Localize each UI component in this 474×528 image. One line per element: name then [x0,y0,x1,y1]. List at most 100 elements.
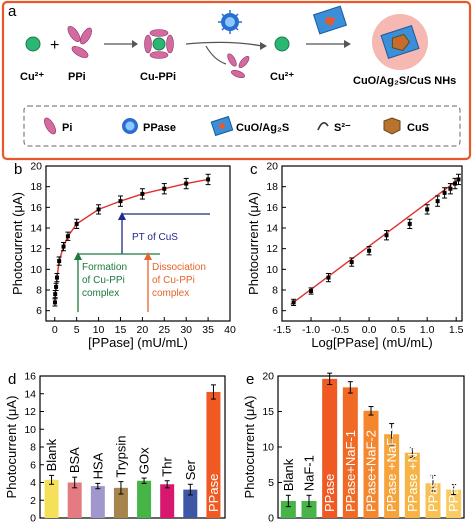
bar [90,486,105,518]
legend-sulfide: S²⁻ [317,122,351,134]
x-tick-label: -0.5 [331,324,349,336]
x-tick-label: 1.0 [420,324,435,336]
cuo-ag2s-nanosheet-icon [312,5,348,35]
x-tick-label: 0 [52,324,58,336]
bar [301,500,317,518]
category-label: PPase +NaF-3 [384,426,399,512]
formation-annotation-3: complex [82,288,119,299]
y-tick-label: 12 [30,243,42,255]
cuo-ag2s-cus-product-icon [372,14,428,70]
x-tick-label: 0.5 [391,324,406,336]
data-point [407,221,412,226]
data-point [425,207,430,212]
bar [113,487,128,518]
y-tick-label: 14 [24,388,36,400]
data-point [367,248,372,253]
panel-label: b [14,161,22,178]
y-axis-label: Photocurrent (μA) [246,192,261,295]
y-tick-label: 10 [262,442,274,454]
y-axis-label: Photocurrent (μA) [242,396,257,499]
chart-panel-d: 0 2 4 6 8 10 12 14 16 Photocurrent (μA) d Blank BSA H… [4,371,226,525]
data-point [118,199,123,204]
x-tick-label: 0.0 [362,324,377,336]
category-label: Blank [44,438,59,471]
svg-text:CuO/Ag₂S: CuO/Ag₂S [236,122,289,134]
bar [280,500,296,518]
formation-annotation-2: of Cu-PPi [82,275,125,286]
y-tick-label: 6 [30,459,36,471]
bar [137,480,152,518]
svg-text:S²⁻: S²⁻ [334,122,351,134]
panel-label: e [246,371,254,388]
released-pi-icon [227,53,250,78]
schematic-panel: a Cu²⁺ + PPi Cu-PPi [1,0,472,161]
schematic-border [1,0,472,161]
x-tick-label: -1.5 [273,324,291,336]
y-axis-label: Photocurrent (μA) [10,192,25,295]
y-tick-label: 18 [30,181,42,193]
dissociation-arrow-head [144,252,152,260]
data-point [326,275,331,280]
y-tick-label: 10 [266,264,278,276]
ppi-icon [67,25,92,58]
chart-panel-c: 6 8 10 12 14 16 18 20 -1.5 -1.0 -0.5 0.0 0.5 1.0 1.5 Ph… [246,161,464,351]
data-point [162,186,167,191]
data-point [54,284,59,289]
chart-panel-b: 6 8 10 12 14 16 18 20 0 5 10 15 20 25 30 35 40 Photocurre… [10,161,236,351]
category-label: HSA [90,452,105,479]
bar [342,387,358,518]
y-tick-label: 8 [36,285,42,297]
y-tick-label: 20 [262,371,274,383]
data-point [57,259,62,264]
ppase-enzyme-icon [218,10,242,34]
y-tick-label: 20 [266,161,278,173]
bar [425,483,441,518]
bar [446,489,462,518]
pt-annotation: PT of CuS [132,232,178,243]
category-label: PPase+NaF-2 [364,430,379,512]
y-tick-label: 10 [30,264,42,276]
data-point [206,177,211,182]
x-axis-label: Log[PPase] (mU/mL) [311,335,432,350]
data-point [53,292,58,297]
y-axis-label: Photocurrent (μA) [4,396,19,499]
plus-sign: + [50,37,59,54]
schematic-legend-box [23,105,461,147]
cu-ppi-complex-icon [144,29,174,59]
y-tick-label: 4 [30,477,36,489]
legend-ppase: PPase [122,118,176,134]
pt-arrow-head [118,212,126,220]
dissociation-annotation-1: Dissociation [152,262,206,273]
data-point [448,186,453,191]
category-label: PPase+NaF-5 [426,430,441,512]
fit-line [290,178,459,306]
bar [384,434,400,518]
y-tick-label: 16 [30,202,42,214]
x-tick-label: 1.5 [449,324,464,336]
category-label: PPase [322,474,337,512]
data-point [442,190,447,195]
plot-frame [45,165,231,322]
data-point [184,181,189,186]
svg-text:PPase: PPase [143,122,176,134]
data-point [456,177,461,182]
x-tick-label: 30 [180,324,192,336]
ppi-label: PPi [68,71,86,83]
data-point [54,275,59,280]
x-tick-label: -1.0 [302,324,320,336]
dissociation-annotation-3: complex [152,288,189,299]
data-point [384,233,389,238]
category-label: PPase+NaF-6 [446,430,461,512]
data-point [52,300,57,305]
data-point [96,207,101,212]
x-tick-label: 5 [74,324,80,336]
cu-ppi-label: Cu-PPi [140,71,176,83]
category-label: Blank [281,458,296,491]
data-point [453,181,458,186]
y-tick-label: 12 [24,406,36,418]
y-tick-label: 15 [262,406,274,418]
panel-label: c [250,161,258,178]
bar [206,391,221,518]
y-tick-label: 14 [266,223,278,235]
